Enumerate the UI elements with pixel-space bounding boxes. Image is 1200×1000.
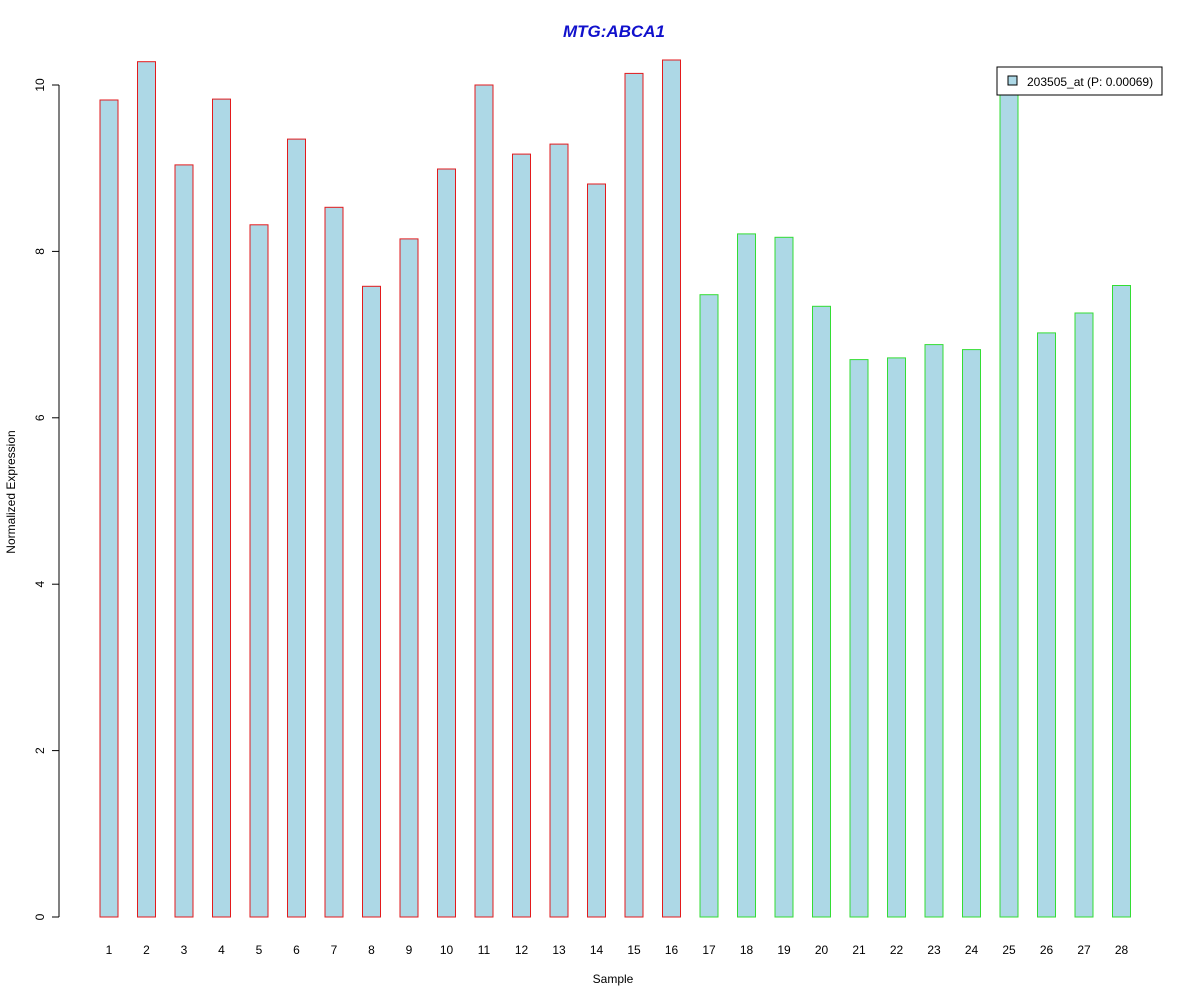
x-tick-label: 17 [702, 943, 716, 957]
y-tick-label: 10 [33, 78, 47, 92]
x-tick-label: 9 [406, 943, 413, 957]
bar-sample-26 [1037, 332, 1056, 918]
x-tick-label: 12 [515, 943, 529, 957]
x-tick-label: 26 [1040, 943, 1054, 957]
legend-label: 203505_at (P: 0.00069) [1027, 75, 1153, 89]
x-tick-label: 24 [965, 943, 979, 957]
x-tick-label: 28 [1115, 943, 1129, 957]
x-tick-label: 18 [740, 943, 754, 957]
bar-sample-17 [699, 294, 719, 918]
x-tick-label: 13 [552, 943, 566, 957]
x-tick-label: 16 [665, 943, 679, 957]
x-tick-label: 23 [927, 943, 941, 957]
x-tick-label: 8 [368, 943, 375, 957]
chart-title: MTG:ABCA1 [563, 22, 665, 41]
bar-sample-14 [587, 183, 606, 918]
bar-sample-20 [812, 305, 831, 918]
y-tick-label: 6 [33, 414, 47, 421]
bars-group [99, 59, 1131, 918]
bar-sample-2 [137, 61, 156, 918]
x-tick-label: 6 [293, 943, 300, 957]
bar-sample-5 [249, 224, 269, 918]
bar-sample-4 [212, 98, 231, 918]
x-tick-label: 7 [331, 943, 338, 957]
bar-sample-22 [887, 357, 906, 918]
x-tick-label: 25 [1002, 943, 1016, 957]
x-tick-labels: 1 2 3 4 5 6 7 8 9 10 11 12 13 14 15 16 17 18 19 20 21 22 23 24 2… [106, 943, 1129, 957]
y-axis-title: Normalized Expression [4, 430, 18, 553]
bar-sample-7 [324, 206, 344, 918]
bar-sample-3 [174, 164, 194, 918]
bar-sample-13 [549, 143, 569, 918]
bar-sample-27 [1074, 312, 1094, 918]
bar-sample-18 [737, 233, 756, 918]
y-axis: 0 2 4 6 8 10 [33, 78, 60, 920]
bar-sample-11 [474, 84, 494, 918]
bar-sample-10 [437, 168, 456, 918]
legend-swatch [1007, 75, 1018, 86]
bar-sample-8 [362, 285, 381, 918]
bar-sample-25 [999, 84, 1019, 918]
x-tick-label: 27 [1077, 943, 1091, 957]
legend: 203505_at (P: 0.00069) [996, 66, 1163, 96]
x-tick-label: 14 [590, 943, 604, 957]
x-tick-label: 5 [256, 943, 263, 957]
bar-sample-6 [287, 138, 306, 918]
bar-sample-16 [662, 59, 681, 918]
x-tick-label: 21 [852, 943, 866, 957]
x-tick-label: 10 [440, 943, 454, 957]
y-tick-label: 0 [33, 913, 47, 920]
bar-sample-23 [924, 344, 944, 918]
x-tick-label: 4 [218, 943, 225, 957]
x-tick-label: 22 [890, 943, 904, 957]
x-tick-label: 20 [815, 943, 829, 957]
x-tick-label: 3 [181, 943, 188, 957]
bar-sample-12 [512, 153, 531, 918]
x-tick-label: 15 [627, 943, 641, 957]
legend-box [996, 66, 1163, 96]
bar-sample-21 [849, 359, 869, 918]
x-tick-label: 2 [143, 943, 150, 957]
x-tick-label: 11 [478, 943, 491, 957]
y-tick-label: 8 [33, 248, 47, 255]
x-tick-label: 19 [777, 943, 791, 957]
bar-sample-28 [1112, 285, 1131, 918]
y-tick-label: 2 [33, 747, 47, 754]
x-axis-title: Sample [593, 972, 634, 986]
bar-sample-9 [399, 238, 419, 918]
bar-sample-15 [624, 72, 644, 918]
bar-sample-1 [99, 99, 119, 918]
y-tick-label: 4 [33, 581, 47, 588]
bar-sample-19 [774, 236, 794, 918]
bar-sample-24 [962, 349, 981, 918]
x-tick-label: 1 [106, 943, 113, 957]
